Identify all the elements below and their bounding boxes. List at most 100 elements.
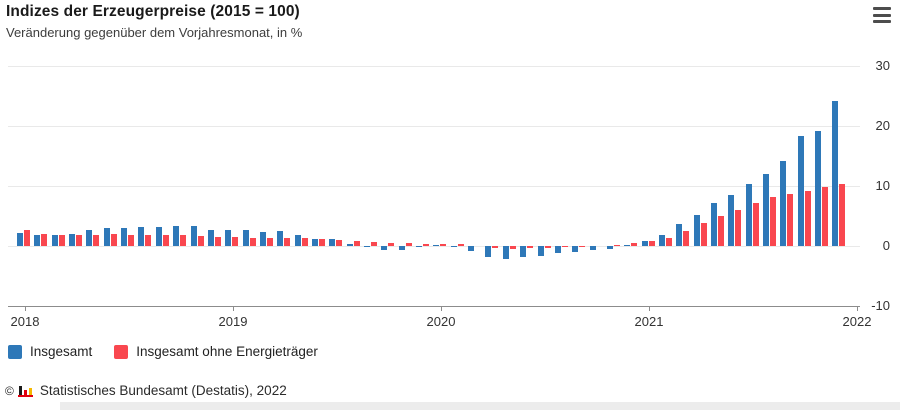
bar-insgesamt[interactable] [346, 244, 353, 246]
bar-ohne-energietraeger[interactable] [544, 246, 551, 248]
bar-ohne-energietraeger[interactable] [405, 243, 412, 246]
bar-ohne-energietraeger[interactable] [353, 241, 360, 246]
bar-ohne-energietraeger[interactable] [718, 216, 724, 246]
bar-insgesamt[interactable] [398, 246, 405, 251]
bar-insgesamt[interactable] [589, 246, 596, 251]
bar-insgesamt[interactable] [554, 246, 561, 254]
bar-ohne-energietraeger[interactable] [648, 241, 655, 246]
hamburger-menu-icon[interactable] [873, 7, 893, 27]
bar-insgesamt[interactable] [69, 234, 76, 246]
x-tick-label: 2019 [218, 314, 248, 329]
bar-ohne-energietraeger[interactable] [214, 237, 221, 246]
bar-ohne-energietraeger[interactable] [700, 223, 707, 246]
bar-insgesamt[interactable] [468, 246, 475, 251]
bar-insgesamt[interactable] [277, 231, 284, 246]
bar-insgesamt[interactable] [658, 234, 665, 246]
bar-insgesamt[interactable] [780, 160, 787, 246]
bar-ohne-energietraeger[interactable] [527, 246, 534, 249]
bar-ohne-energietraeger[interactable] [770, 196, 777, 246]
bar-ohne-energietraeger[interactable] [423, 243, 430, 246]
bar-insgesamt[interactable] [225, 230, 232, 246]
bar-ohne-energietraeger[interactable] [371, 242, 377, 246]
bar-ohne-energietraeger[interactable] [509, 246, 516, 249]
bar-insgesamt[interactable] [103, 228, 110, 246]
bar-insgesamt[interactable] [676, 223, 683, 246]
bar-ohne-energietraeger[interactable] [180, 235, 187, 246]
bar-ohne-energietraeger[interactable] [613, 244, 620, 246]
bar-ohne-energietraeger[interactable] [266, 238, 273, 246]
bar-insgesamt[interactable] [34, 235, 41, 246]
bar-ohne-energietraeger[interactable] [93, 234, 100, 246]
bar-ohne-energietraeger[interactable] [457, 244, 464, 246]
bar-insgesamt[interactable] [797, 135, 804, 246]
bar-insgesamt[interactable] [121, 228, 128, 246]
bar-ohne-energietraeger[interactable] [579, 246, 586, 247]
bar-insgesamt[interactable] [537, 246, 544, 257]
bar-insgesamt[interactable] [416, 246, 423, 248]
bar-ohne-energietraeger[interactable] [41, 234, 48, 246]
bar-ohne-energietraeger[interactable] [58, 234, 65, 246]
bar-ohne-energietraeger[interactable] [683, 231, 690, 246]
bar-insgesamt[interactable] [711, 202, 717, 246]
bar-ohne-energietraeger[interactable] [232, 237, 239, 246]
bar-ohne-energietraeger[interactable] [492, 246, 499, 249]
bar-insgesamt[interactable] [381, 246, 388, 250]
bar-insgesamt[interactable] [728, 195, 735, 246]
bar-insgesamt[interactable] [502, 246, 509, 260]
bar-ohne-energietraeger[interactable] [162, 235, 169, 246]
bar-ohne-energietraeger[interactable] [561, 246, 568, 248]
bar-insgesamt[interactable] [17, 233, 23, 246]
bar-ohne-energietraeger[interactable] [24, 230, 30, 246]
bar-insgesamt[interactable] [450, 246, 457, 247]
bar-ohne-energietraeger[interactable] [336, 240, 343, 246]
bar-insgesamt[interactable] [606, 246, 613, 249]
bar-ohne-energietraeger[interactable] [284, 237, 291, 246]
bar-ohne-energietraeger[interactable] [839, 183, 846, 246]
bar-ohne-energietraeger[interactable] [440, 243, 447, 246]
bar-ohne-energietraeger[interactable] [822, 186, 829, 246]
bar-insgesamt[interactable] [86, 229, 93, 246]
bar-ohne-energietraeger[interactable] [665, 237, 672, 246]
y-tick-label: 10 [875, 178, 890, 193]
bar-ohne-energietraeger[interactable] [752, 202, 759, 246]
bar-insgesamt[interactable] [190, 226, 197, 246]
bar-insgesamt[interactable] [294, 234, 301, 246]
bar-ohne-energietraeger[interactable] [110, 234, 117, 246]
bar-insgesamt[interactable] [815, 130, 822, 246]
bar-ohne-energietraeger[interactable] [631, 243, 638, 246]
bar-insgesamt[interactable] [207, 229, 214, 246]
bar-insgesamt[interactable] [155, 226, 162, 246]
bar-insgesamt[interactable] [51, 234, 58, 246]
bar-insgesamt[interactable] [520, 246, 527, 257]
bar-ohne-energietraeger[interactable] [301, 238, 308, 246]
bar-insgesamt[interactable] [173, 226, 180, 246]
bar-ohne-energietraeger[interactable] [249, 237, 256, 246]
bar-insgesamt[interactable] [745, 183, 752, 246]
bar-ohne-energietraeger[interactable] [735, 210, 742, 246]
bar-insgesamt[interactable] [364, 246, 370, 247]
bar-insgesamt[interactable] [832, 100, 839, 246]
bar-insgesamt[interactable] [763, 174, 770, 246]
bar-ohne-energietraeger[interactable] [804, 190, 811, 246]
bar-insgesamt[interactable] [624, 244, 631, 246]
bar-ohne-energietraeger[interactable] [318, 239, 325, 246]
bar-insgesamt[interactable] [485, 246, 492, 258]
bar-ohne-energietraeger[interactable] [145, 235, 152, 246]
legend-item-insgesamt[interactable]: Insgesamt [8, 344, 92, 359]
bar-insgesamt[interactable] [329, 239, 336, 246]
bar-ohne-energietraeger[interactable] [787, 194, 794, 246]
bar-ohne-energietraeger[interactable] [197, 235, 204, 246]
bar-ohne-energietraeger[interactable] [388, 243, 395, 246]
bar-insgesamt[interactable] [311, 238, 318, 246]
bar-ohne-energietraeger[interactable] [128, 234, 135, 246]
bar-insgesamt[interactable] [242, 230, 249, 246]
bar-ohne-energietraeger[interactable] [76, 235, 83, 246]
bar-insgesamt[interactable] [259, 231, 266, 246]
bar-insgesamt[interactable] [641, 240, 648, 246]
bar-insgesamt[interactable] [693, 214, 700, 246]
bar-insgesamt[interactable] [433, 244, 440, 246]
plot-area [8, 66, 860, 307]
bar-insgesamt[interactable] [572, 246, 579, 252]
bar-insgesamt[interactable] [138, 227, 145, 246]
legend-item-ohne-energietraeger[interactable]: Insgesamt ohne Energieträger [114, 344, 318, 359]
